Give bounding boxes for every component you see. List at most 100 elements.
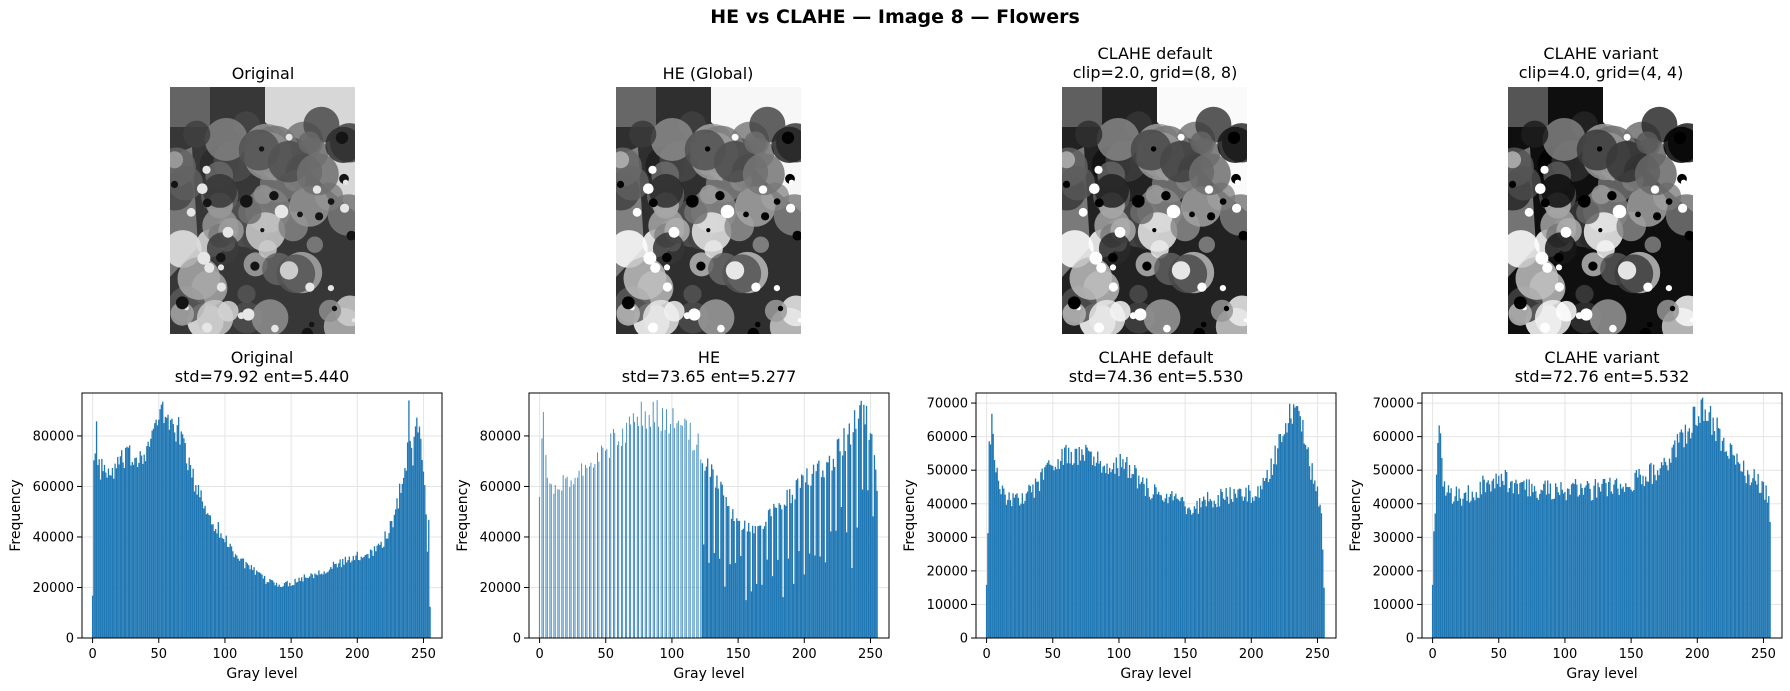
histogram-bar xyxy=(1660,462,1663,638)
histogram-bar xyxy=(570,480,572,638)
histogram-bar xyxy=(1050,465,1053,638)
histogram-bar xyxy=(1164,498,1166,638)
histogram-bar xyxy=(1470,500,1472,638)
histogram-bar xyxy=(1700,399,1702,638)
histogram-bar xyxy=(236,555,238,638)
histogram-bar xyxy=(558,489,560,638)
histogram-bar xyxy=(97,465,99,638)
histogram-bar xyxy=(263,575,266,638)
histogram-bar xyxy=(1249,490,1251,638)
histogram-bar xyxy=(1504,469,1507,638)
histogram-bar xyxy=(701,463,704,638)
histogram-bar xyxy=(586,467,588,638)
histogram-bar xyxy=(1126,456,1128,638)
histogram-bar xyxy=(352,556,354,638)
histogram-bar xyxy=(769,508,771,638)
histogram-bar xyxy=(277,586,279,638)
histogram-bar xyxy=(1668,458,1671,638)
y-tick-label: 40000 xyxy=(33,530,74,545)
histogram-bar xyxy=(1615,478,1618,638)
histogram-bar xyxy=(664,429,666,638)
histogram-bar xyxy=(997,480,1000,638)
histogram-bar xyxy=(335,563,337,638)
histogram-bar xyxy=(1105,473,1107,638)
histogram-bar xyxy=(1701,397,1704,638)
histogram-bar xyxy=(1713,431,1716,638)
histogram-bar xyxy=(790,503,792,638)
image-title-original: Original xyxy=(231,64,295,83)
histogram-bar xyxy=(373,546,376,638)
histogram-bar xyxy=(1024,500,1026,638)
histogram-bar xyxy=(811,473,813,638)
histogram-bar xyxy=(1540,489,1542,638)
histogram-bar xyxy=(109,475,111,638)
histogram-bar xyxy=(810,485,812,638)
histogram-bar xyxy=(1250,502,1252,638)
histogram-bar xyxy=(636,416,638,638)
histogram-bar xyxy=(162,401,164,638)
histogram-bar xyxy=(232,551,234,638)
histogram-bar xyxy=(1545,494,1548,638)
histogram-bar xyxy=(697,433,699,638)
histogram-bar xyxy=(774,507,776,638)
histogram-bar xyxy=(1630,489,1632,638)
histogram-bar xyxy=(426,551,429,638)
histogram-bar xyxy=(1217,495,1219,638)
histogram-bar xyxy=(350,562,352,638)
histogram-bar xyxy=(1161,500,1164,638)
histogram-bar xyxy=(1071,465,1074,638)
histogram-bar xyxy=(1212,507,1214,638)
histogram-bar xyxy=(1589,488,1591,638)
histogram-bar xyxy=(402,477,405,638)
x-tick-label: 100 xyxy=(1107,647,1132,662)
histogram-bar xyxy=(1275,464,1278,638)
histogram-bar xyxy=(1106,463,1108,638)
flowers-he-image xyxy=(616,87,801,334)
histogram-bar xyxy=(845,532,848,638)
histogram-bar xyxy=(123,468,126,638)
histogram-bar xyxy=(114,463,116,638)
histogram-bar xyxy=(1240,488,1242,638)
histogram-bar xyxy=(136,467,139,638)
histogram-bar xyxy=(1605,483,1607,638)
histogram-bar xyxy=(624,442,626,638)
histogram-bar xyxy=(248,565,250,638)
histogram-bar xyxy=(1752,478,1754,638)
histogram-bar xyxy=(353,560,356,638)
chart-title-line: std=73.65 ent=5.277 xyxy=(622,367,797,386)
histogram-bar xyxy=(412,465,414,638)
histogram-bar xyxy=(398,483,401,638)
histogram-bar xyxy=(410,447,413,638)
histogram-bar xyxy=(138,462,140,638)
histogram-bar xyxy=(1067,447,1070,638)
x-tick-label: 50 xyxy=(1044,647,1061,662)
histogram-bar xyxy=(151,430,153,638)
chart-title-line: CLAHE variant xyxy=(1544,348,1659,367)
histogram-bar xyxy=(1165,493,1168,638)
histogram-bar xyxy=(1303,443,1305,638)
histogram-bar xyxy=(1294,407,1296,638)
histogram-bar xyxy=(170,420,172,638)
histogram-bar xyxy=(545,455,547,638)
histogram-bar xyxy=(1625,483,1627,638)
histogram-bar xyxy=(1749,485,1751,638)
histogram-bar xyxy=(229,543,231,638)
histogram-bar xyxy=(1467,485,1469,638)
histogram-bar xyxy=(838,438,840,638)
histogram-bar xyxy=(347,560,349,638)
histogram-bar xyxy=(1204,499,1206,638)
histogram-bar xyxy=(1478,497,1480,638)
histogram-bar xyxy=(1187,508,1189,638)
histogram-bar xyxy=(782,597,784,638)
histogram-bar xyxy=(1017,497,1020,638)
histogram-bar xyxy=(1146,478,1148,638)
histogram-bar xyxy=(1674,440,1676,638)
histogram-bar xyxy=(1724,451,1726,638)
histogram-bar xyxy=(115,468,118,638)
histogram-bar xyxy=(1209,499,1211,638)
histogram-bar xyxy=(1516,483,1518,638)
histogram-bar xyxy=(1210,500,1213,638)
y-tick-label: 0 xyxy=(1406,632,1414,647)
histogram-bar xyxy=(1089,451,1091,638)
